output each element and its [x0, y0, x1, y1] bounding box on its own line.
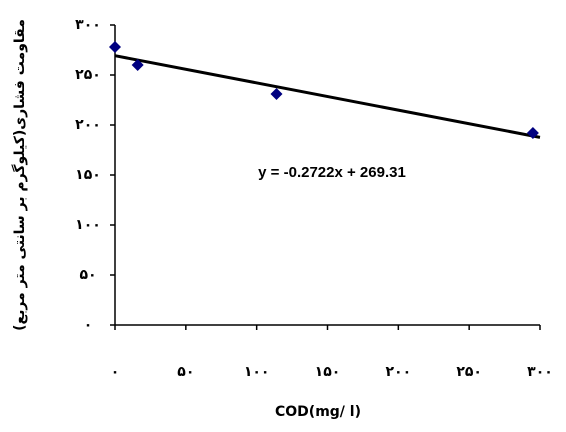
- point: [109, 41, 121, 53]
- y-tick-label: ۵۰: [79, 267, 96, 283]
- y-tick-label: ۱۰۰: [75, 217, 101, 233]
- point: [131, 59, 144, 71]
- x-tick-label: ۱۵۰: [315, 364, 341, 380]
- y-axis-label: مقاومت فشاری(کیلوگرم بر سانتی متر مربع): [11, 19, 28, 331]
- y-tick-label: ۲۵۰: [75, 67, 101, 83]
- y-tick-label: ۳۰۰: [75, 17, 101, 33]
- y-tick-label: ۱۵۰: [75, 167, 101, 183]
- x-tick-label: ۱۰۰: [244, 364, 270, 380]
- trendline-equation: y = -0.2722x + 269.31: [258, 164, 406, 181]
- point: [526, 127, 539, 139]
- x-tick-label: ۰: [111, 364, 120, 380]
- x-tick-label: ۲۵۰: [456, 364, 482, 380]
- trendline: [114, 54, 541, 139]
- x-tick-label: ۲۰۰: [386, 364, 412, 380]
- x-tick-label: ۳۰۰: [527, 364, 553, 380]
- y-tick-label: ۰: [84, 317, 93, 333]
- point: [270, 88, 283, 100]
- y-tick-label: ۲۰۰: [75, 117, 101, 133]
- x-axis-label: COD(mg/ l): [275, 404, 361, 420]
- x-tick-label: ۵۰: [177, 364, 194, 380]
